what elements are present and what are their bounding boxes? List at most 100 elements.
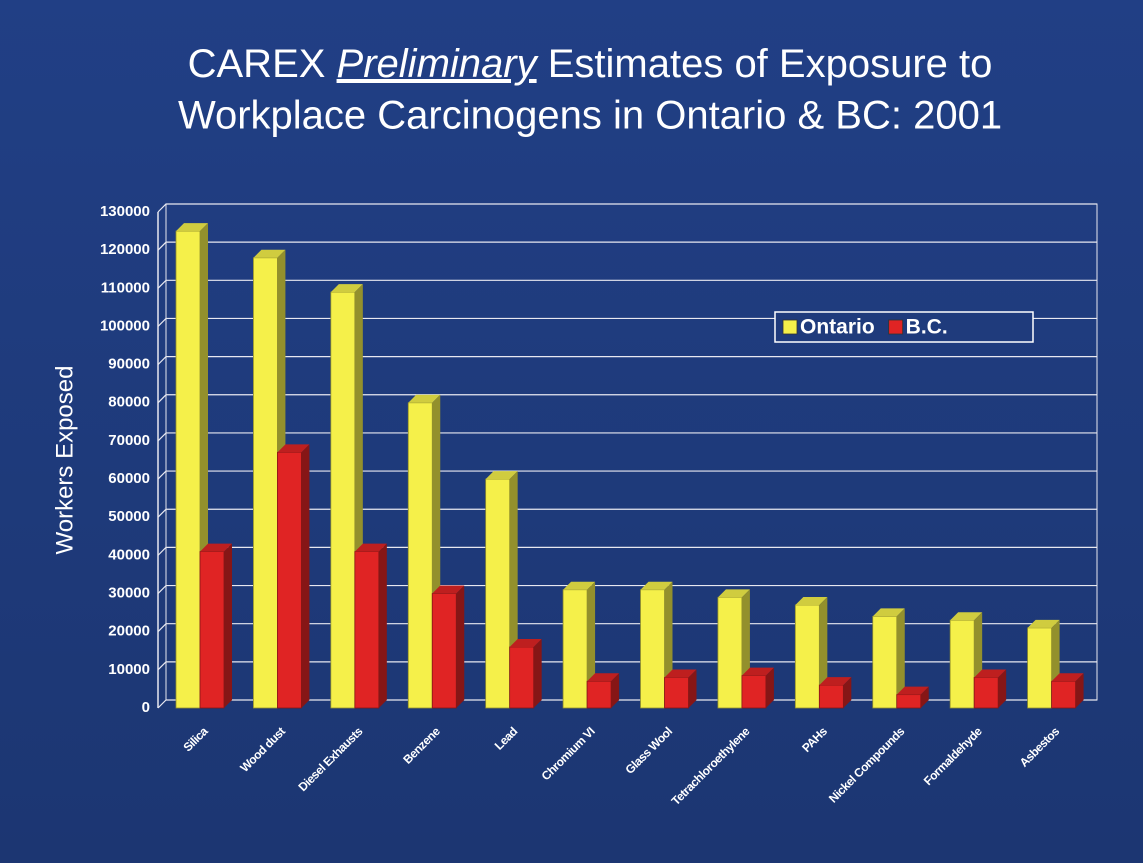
bar-top [1027,619,1060,628]
bar [509,638,542,709]
bar-front [562,589,588,709]
bar-front [407,402,433,709]
bar-top [819,677,852,686]
y-tick-label: 30000 [108,585,150,602]
bar-front [509,646,535,709]
bar-side [533,638,542,708]
bar-side [920,686,929,708]
grid-line [157,241,1097,251]
bar-front [794,604,820,709]
bar [973,669,1007,709]
y-tick-label: 130000 [100,203,150,220]
bar [562,581,596,709]
legend-label: Ontario [800,316,875,339]
bar-top [176,223,208,232]
grid-line [157,356,1097,366]
bar-side [688,669,697,708]
title-part: Estimates of Exposure to [548,42,993,86]
bar-front [973,677,999,709]
grid-line [157,661,1097,671]
bar-top [950,612,983,621]
bar-front [717,596,743,709]
bar [407,394,441,709]
legend-label: B.C. [906,316,948,339]
bar-top [200,543,232,552]
bar [794,596,828,709]
bar [586,673,620,709]
grid-line [157,699,1097,709]
bar-side [1075,673,1084,708]
grid-line [157,203,1097,213]
bar-front [431,593,457,709]
bar-top [485,471,518,480]
bar-top [509,638,542,647]
bar-side [224,543,232,708]
bar-front [949,619,975,709]
bar-side [998,669,1007,708]
y-tick-label: 90000 [108,356,150,373]
bar-side [611,673,620,708]
legend-swatch [782,319,798,335]
bar-top [640,581,673,590]
bar-side [843,677,852,708]
bar-front [253,257,278,709]
y-tick-label: 50000 [108,508,150,525]
bar-top [354,543,387,552]
grid-line [157,432,1097,442]
bar-front [1027,627,1052,709]
bar-top [253,249,286,258]
bar-front [485,478,511,709]
bar-front [199,551,225,709]
chart-title: Workplace Carcinogens in Ontario & BC: 2… [178,94,1002,138]
y-tick-label: 100000 [100,317,150,334]
bar-side [301,444,310,708]
bar-top [872,608,905,617]
bar [872,608,905,709]
y-tick-label: 10000 [108,661,150,678]
grid-line [157,584,1097,594]
y-tick-label: 110000 [101,279,150,296]
bar-side [765,667,774,708]
bar-front [818,684,844,709]
bar-top [717,589,750,598]
bar [818,677,852,709]
bar [896,686,929,709]
bar-top [741,667,774,676]
y-axis-label: Workers Exposed [51,366,78,555]
bar-front [354,551,380,709]
bar [664,669,697,709]
bar [277,444,310,709]
chart-title: CAREX Preliminary Estimates of Exposure … [188,42,993,86]
bar [199,543,232,709]
bar [354,543,387,709]
y-tick-label: 60000 [108,470,150,487]
y-tick-label: 40000 [108,546,150,563]
y-tick-label: 120000 [100,241,150,258]
bar-side [896,608,905,708]
bar-side [378,543,387,708]
grid-line [157,394,1097,404]
bar [741,667,774,709]
y-tick-label: 0 [142,699,150,716]
bar-front [277,451,302,709]
bar-top [587,673,620,682]
bar-top [664,669,697,678]
y-tick-label: 20000 [108,623,150,640]
grid-line [157,623,1097,633]
bar-front [1051,680,1076,709]
grid-line [157,546,1097,556]
legend-box [774,311,1034,343]
bar [640,581,673,709]
bar-top [563,581,596,590]
grid-line [157,279,1097,289]
y-tick-label: 80000 [108,394,150,411]
bar-top [432,585,465,594]
title-part: CAREX [188,42,326,86]
bar [1051,673,1084,709]
grid-line [157,470,1097,480]
bar-top [1051,673,1084,682]
y-tick-label: 70000 [108,432,150,449]
bar-top [330,284,363,293]
bar [431,585,465,709]
